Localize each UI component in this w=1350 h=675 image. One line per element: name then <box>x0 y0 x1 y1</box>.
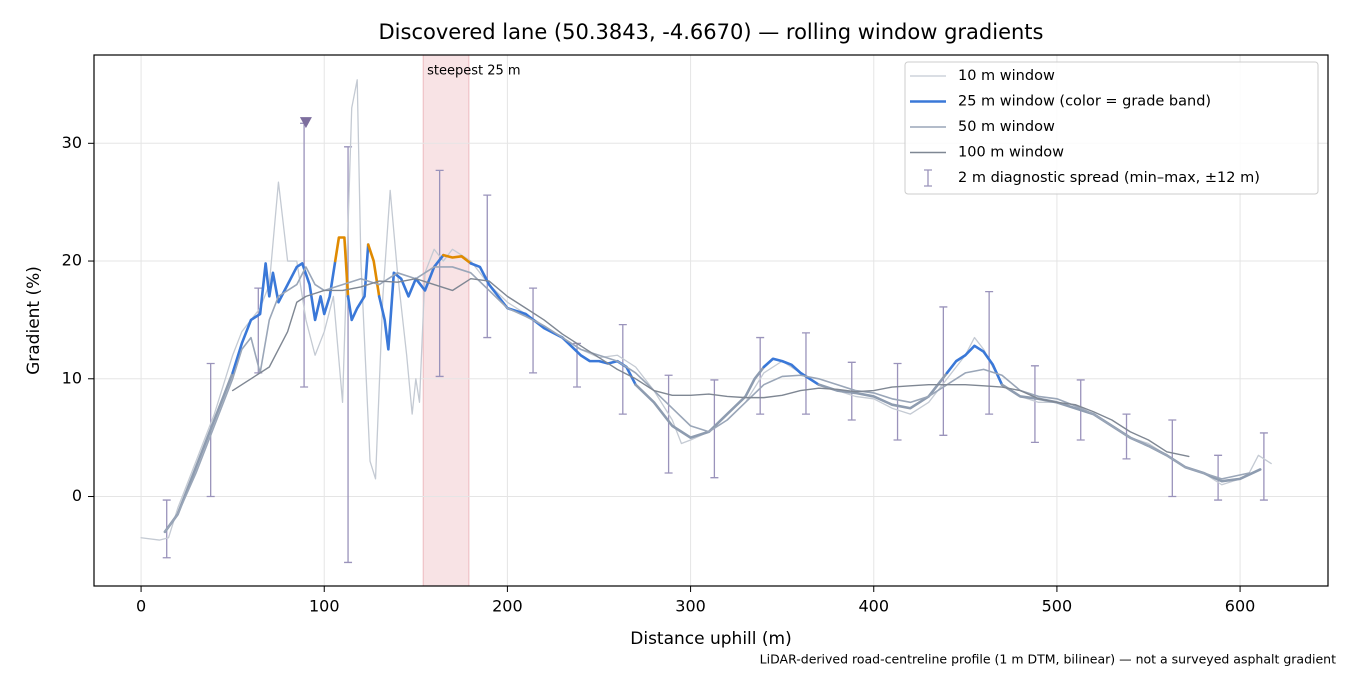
x-tick-label: 100 <box>309 597 340 616</box>
legend-label: 10 m window <box>958 68 1055 84</box>
legend-swatch <box>924 169 932 187</box>
series-line <box>817 371 949 410</box>
series-line <box>346 243 370 322</box>
error-bar <box>1259 432 1268 501</box>
series-line <box>231 278 1190 458</box>
span-label: steepest 25 m <box>427 64 520 79</box>
series-line <box>377 253 445 351</box>
y-axis-label: Gradient (%) <box>24 266 44 375</box>
x-tick-label: 600 <box>1225 597 1256 616</box>
legend-label: 50 m window <box>958 119 1055 135</box>
error-bar <box>756 336 765 415</box>
error-bar <box>483 194 492 339</box>
legend-box <box>904 61 1319 195</box>
x-tick-label: 400 <box>858 597 889 616</box>
error-bar <box>939 306 948 436</box>
footnote: LiDAR-derived road-centreline profile (1… <box>760 652 1336 667</box>
x-axis-label: Distance uphill (m) <box>630 629 791 649</box>
error-bar <box>300 122 309 388</box>
error-bar <box>801 332 810 415</box>
series-line <box>442 253 473 265</box>
chart-title: Discovered lane (50.3843, -4.6670) — rol… <box>379 20 1044 44</box>
error-bar <box>529 287 538 374</box>
x-tick-label: 300 <box>675 597 706 616</box>
series-line <box>945 344 1004 386</box>
series-line <box>231 259 337 375</box>
y-tick-label: 20 <box>62 251 82 270</box>
x-tick-label: 500 <box>1042 597 1073 616</box>
error-bar <box>1030 365 1039 444</box>
plot-frame <box>93 54 1329 587</box>
error-bar <box>664 374 673 474</box>
x-tick-label: 200 <box>492 597 523 616</box>
error-bar <box>435 169 444 378</box>
error-bar <box>893 362 902 441</box>
x-tick-label: 0 <box>136 597 146 616</box>
peak-marker <box>299 117 312 129</box>
y-tick-label: 30 <box>62 133 82 152</box>
error-bar <box>618 323 627 415</box>
legend: 10 m window 25 m window (color = grade ba… <box>904 61 1319 195</box>
steepest-span <box>422 54 470 587</box>
y-tick-label: 10 <box>62 368 82 387</box>
series-line <box>762 357 821 386</box>
legend-label: 100 m window <box>958 145 1064 161</box>
series-line <box>333 236 350 298</box>
error-bar <box>985 291 994 415</box>
series-line <box>469 262 637 386</box>
y-tick-label: 0 <box>72 486 82 505</box>
legend-label: 2 m diagnostic spread (min–max, ±12 m) <box>958 170 1260 186</box>
series-line <box>366 243 381 298</box>
legend-label: 25 m window (color = grade band) <box>958 94 1211 110</box>
